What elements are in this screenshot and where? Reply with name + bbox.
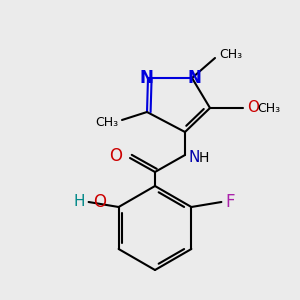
Text: CH₃: CH₃ bbox=[257, 101, 280, 115]
Text: CH₃: CH₃ bbox=[219, 49, 242, 62]
Text: H: H bbox=[73, 194, 85, 209]
Text: N: N bbox=[188, 151, 200, 166]
Text: N: N bbox=[187, 69, 201, 87]
Text: N: N bbox=[139, 69, 153, 87]
Text: F: F bbox=[225, 193, 235, 211]
Text: H: H bbox=[199, 151, 209, 165]
Text: O: O bbox=[109, 147, 122, 165]
Text: O: O bbox=[247, 100, 259, 116]
Text: CH₃: CH₃ bbox=[95, 116, 118, 128]
Text: O: O bbox=[93, 193, 106, 211]
